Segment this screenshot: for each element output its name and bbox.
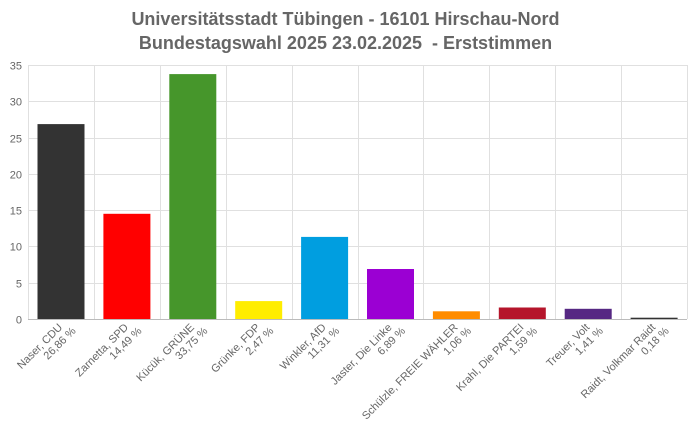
chart-title: Universitätsstadt Tübingen - 16101 Hirsc… [131, 9, 560, 29]
y-tick-label: 5 [16, 279, 22, 291]
bar [301, 236, 349, 319]
bar [630, 317, 678, 319]
bar [103, 213, 151, 319]
bar [235, 301, 283, 319]
bars [37, 74, 678, 319]
y-tick-label: 35 [10, 61, 22, 73]
y-tick-label: 10 [10, 242, 22, 254]
grid-lines [28, 65, 688, 320]
y-tick-label: 25 [10, 134, 22, 146]
bar [498, 307, 546, 319]
y-axis-ticks: 0 5 10 15 20 25 30 35 [10, 61, 22, 327]
chart-subtitle: Bundestagswahl 2025 23.02.2025 - Erststi… [138, 33, 553, 53]
y-tick-label: 30 [10, 97, 22, 109]
bar [37, 124, 85, 319]
y-tick-label: 0 [16, 315, 22, 327]
bar [564, 308, 612, 319]
bar [367, 269, 414, 319]
y-tick-label: 20 [10, 170, 22, 182]
bar [432, 311, 480, 319]
bar [169, 74, 217, 319]
y-tick-label: 15 [10, 206, 22, 218]
